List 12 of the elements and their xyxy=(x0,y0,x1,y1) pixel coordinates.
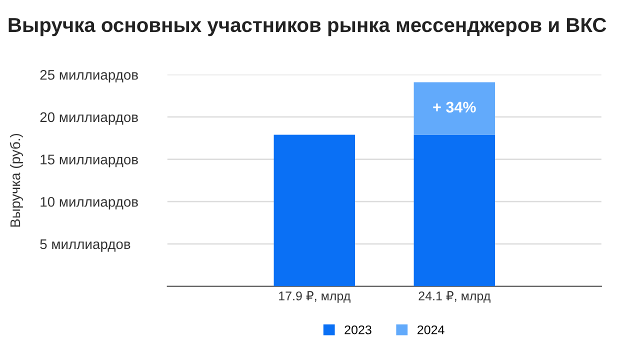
chart-title: Выручка основных участников рынка мессенджеров и ВКС xyxy=(8,18,606,36)
x-tick-label: 17.9 ₽, млрд xyxy=(279,291,350,303)
y-tick-label: 25 миллиардов xyxy=(40,70,138,83)
y-tick-label: 15 миллиардов xyxy=(40,154,138,168)
y-axis-title: Выручка (руб.) xyxy=(10,134,23,227)
annotation: + 34% xyxy=(433,102,476,113)
y-tick-label: 5 миллиардов xyxy=(40,239,130,252)
legend-label: 2024 xyxy=(418,325,444,334)
y-tick-label: 10 миллиардов xyxy=(40,196,138,210)
x-tick-label: 24.1 ₽, млрд xyxy=(418,291,490,303)
legend-label: 2023 xyxy=(344,325,372,334)
y-tick-label: 20 миллиардов xyxy=(40,112,138,125)
